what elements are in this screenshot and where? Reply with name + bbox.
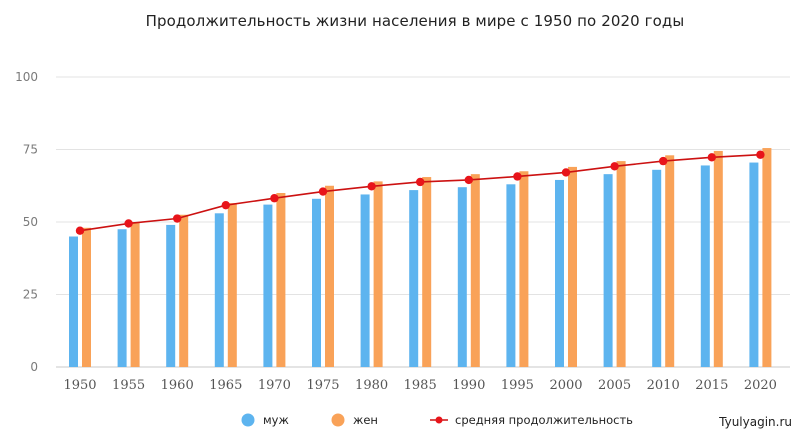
bar-muzh (409, 190, 419, 367)
bar-zhen (568, 166, 577, 367)
average-point (610, 162, 619, 171)
average-point (416, 177, 425, 187)
y-tick-label: 50 (23, 215, 38, 229)
y-tick-label: 75 (23, 143, 38, 157)
bar-muzh (700, 165, 710, 367)
bar-muzh (457, 187, 467, 367)
bar-muzh (69, 236, 78, 367)
legend-label-zhen: жен (353, 413, 378, 427)
bar-zhen (665, 155, 675, 367)
average-point (318, 187, 328, 196)
legend-marker-average (435, 416, 443, 424)
x-tick-label: 2005 (598, 378, 631, 393)
average-point (756, 150, 765, 159)
bar-zhen (82, 227, 91, 367)
bar-zhen (179, 214, 189, 367)
bar-zhen (422, 177, 432, 367)
bar-muzh (506, 184, 516, 367)
bar-zhen (616, 161, 626, 367)
average-point (707, 153, 716, 162)
bar-zhen (373, 181, 383, 367)
bar-muzh (555, 179, 564, 367)
average-point (659, 156, 668, 166)
bar-muzh (603, 174, 613, 367)
x-tick-label: 1965 (209, 378, 242, 393)
average-point (367, 182, 376, 191)
bar-muzh (214, 213, 224, 367)
y-tick-label: 25 (23, 288, 38, 302)
legend-marker-zhen (331, 413, 345, 427)
bar-muzh (312, 198, 321, 367)
bar-muzh (652, 169, 662, 367)
average-point (221, 200, 230, 210)
x-tick-label: 2010 (647, 378, 680, 393)
x-tick-label: 1995 (501, 378, 534, 393)
x-tick-label: 1975 (306, 378, 339, 393)
x-tick-label: 1960 (161, 378, 194, 393)
bar-zhen (227, 203, 237, 367)
bar-muzh (360, 194, 370, 367)
average-point (513, 172, 522, 181)
bar-muzh (749, 162, 759, 367)
bar-muzh (117, 229, 127, 367)
bar-zhen (519, 171, 529, 367)
x-tick-label: 1955 (112, 378, 145, 393)
average-point (561, 168, 571, 177)
x-tick-label: 1990 (452, 378, 485, 393)
average-point (173, 214, 182, 223)
bar-zhen (470, 174, 480, 367)
average-point (270, 194, 279, 203)
bar-zhen (325, 185, 334, 367)
legend-label-average: средняя продолжительность (455, 413, 633, 427)
bar-zhen (130, 222, 140, 367)
average-point (124, 219, 133, 228)
x-tick-label: 2020 (744, 378, 777, 393)
x-tick-label: 1950 (63, 378, 96, 393)
x-tick-label: 2000 (549, 378, 582, 393)
average-point (75, 226, 85, 235)
x-tick-label: 2015 (695, 378, 728, 393)
x-tick-label: 1985 (404, 378, 437, 393)
x-tick-label: 1970 (258, 378, 291, 393)
bar-zhen (762, 148, 772, 367)
y-tick-label: 0 (30, 360, 38, 374)
bar-zhen (276, 193, 286, 367)
legend-marker-muzh (241, 413, 255, 427)
bar-muzh (166, 224, 176, 367)
legend-label-muzh: муж (263, 413, 289, 427)
x-tick-label: 1980 (355, 378, 388, 393)
average-point (464, 175, 473, 185)
chart-title: Продолжительность жизни населения в мире… (145, 12, 685, 30)
y-tick-label: 100 (15, 70, 38, 84)
bar-zhen (713, 150, 723, 367)
bar-muzh (263, 204, 273, 367)
watermark: Tyulyagin.ru (719, 415, 792, 429)
